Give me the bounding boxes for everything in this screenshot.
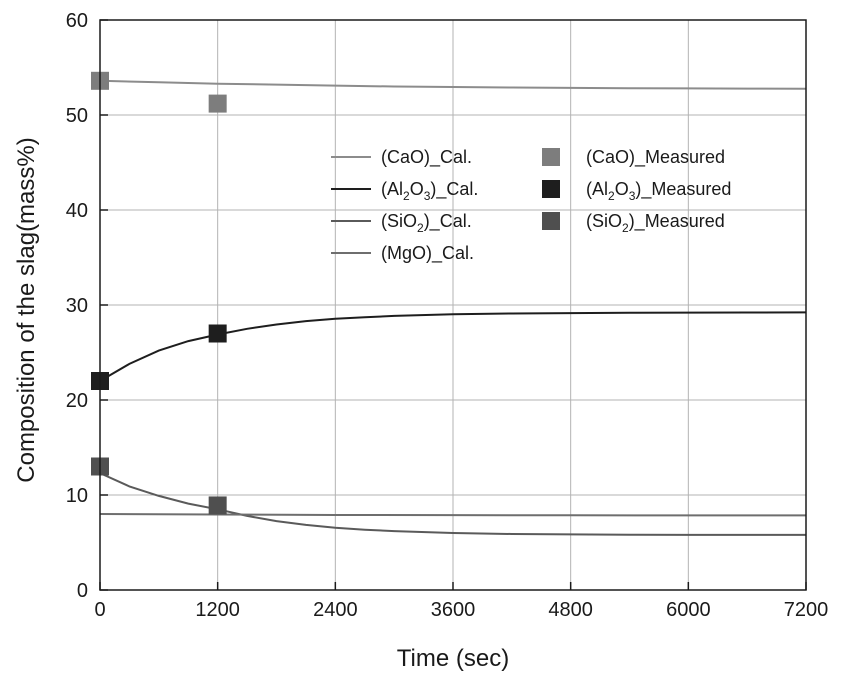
legend-label-cao-measured: (CaO)_Measured [586,147,725,168]
measured-markers [91,71,227,515]
legend-entry-sio2-cal: (SiO2)_Cal. [331,211,472,235]
legend-marker-sio2 [542,212,560,230]
y-tick-label-60: 60 [66,10,88,32]
marker-sio2-measured-1200 [208,496,227,515]
x-tick-label-4800: 4800 [548,599,593,621]
line-sio2-cal [99,472,806,536]
line-mgo-cal [99,513,806,517]
legend: (CaO)_Cal. (Al2O3)_Cal. (SiO2)_Cal. (MgO… [331,147,731,264]
y-tick-label-30: 30 [66,295,88,317]
legend-entry-al2o3-cal: (Al2O3)_Cal. [331,179,478,203]
x-tick-label-6000: 6000 [666,599,711,621]
y-tick-label-0: 0 [77,580,88,602]
x-tick-label-1200: 1200 [195,599,240,621]
legend-label-al2o3-measured: (Al2O3)_Measured [586,179,731,203]
legend-entry-cao-measured: (CaO)_Measured [542,147,725,168]
calculated-series-lines [99,79,807,536]
y-tick-label-10: 10 [66,485,88,507]
y-tick-label-40: 40 [66,200,88,222]
x-tick-label-3600: 3600 [431,599,476,621]
legend-label-sio2-measured: (SiO2)_Measured [586,211,725,235]
x-tick-label-0: 0 [94,599,105,621]
line-al2o3-cal [99,311,807,382]
legend-label-al2o3-cal: (Al2O3)_Cal. [381,179,478,203]
tick-labels: 0 1200 2400 3600 4800 6000 7200 0 10 20 30 40 50 60 [66,10,829,621]
line-cao-cal [99,79,807,90]
legend-label-cao-cal: (CaO)_Cal. [381,147,472,168]
legend-label-sio2-cal: (SiO2)_Cal. [381,211,472,235]
gridlines [100,20,806,590]
y-axis-title: Composition of the slag(mass%) [13,137,40,482]
axis-ticks [99,19,807,591]
x-tick-label-7200: 7200 [784,599,829,621]
legend-marker-cao [542,148,560,166]
marker-al2o3-measured-1200 [208,324,227,343]
y-tick-label-20: 20 [66,390,88,412]
legend-entry-al2o3-measured: (Al2O3)_Measured [542,179,731,203]
legend-entry-sio2-measured: (SiO2)_Measured [542,211,725,235]
x-axis-title: Time (sec) [397,645,509,672]
legend-entry-mgo-cal: (MgO)_Cal. [331,243,474,264]
x-tick-label-2400: 2400 [313,599,358,621]
legend-label-mgo-cal: (MgO)_Cal. [381,243,474,264]
marker-cao-measured-1200 [208,94,227,113]
y-tick-label-50: 50 [66,105,88,127]
legend-marker-al2o3 [542,180,560,198]
legend-entry-cao-cal: (CaO)_Cal. [331,147,472,168]
